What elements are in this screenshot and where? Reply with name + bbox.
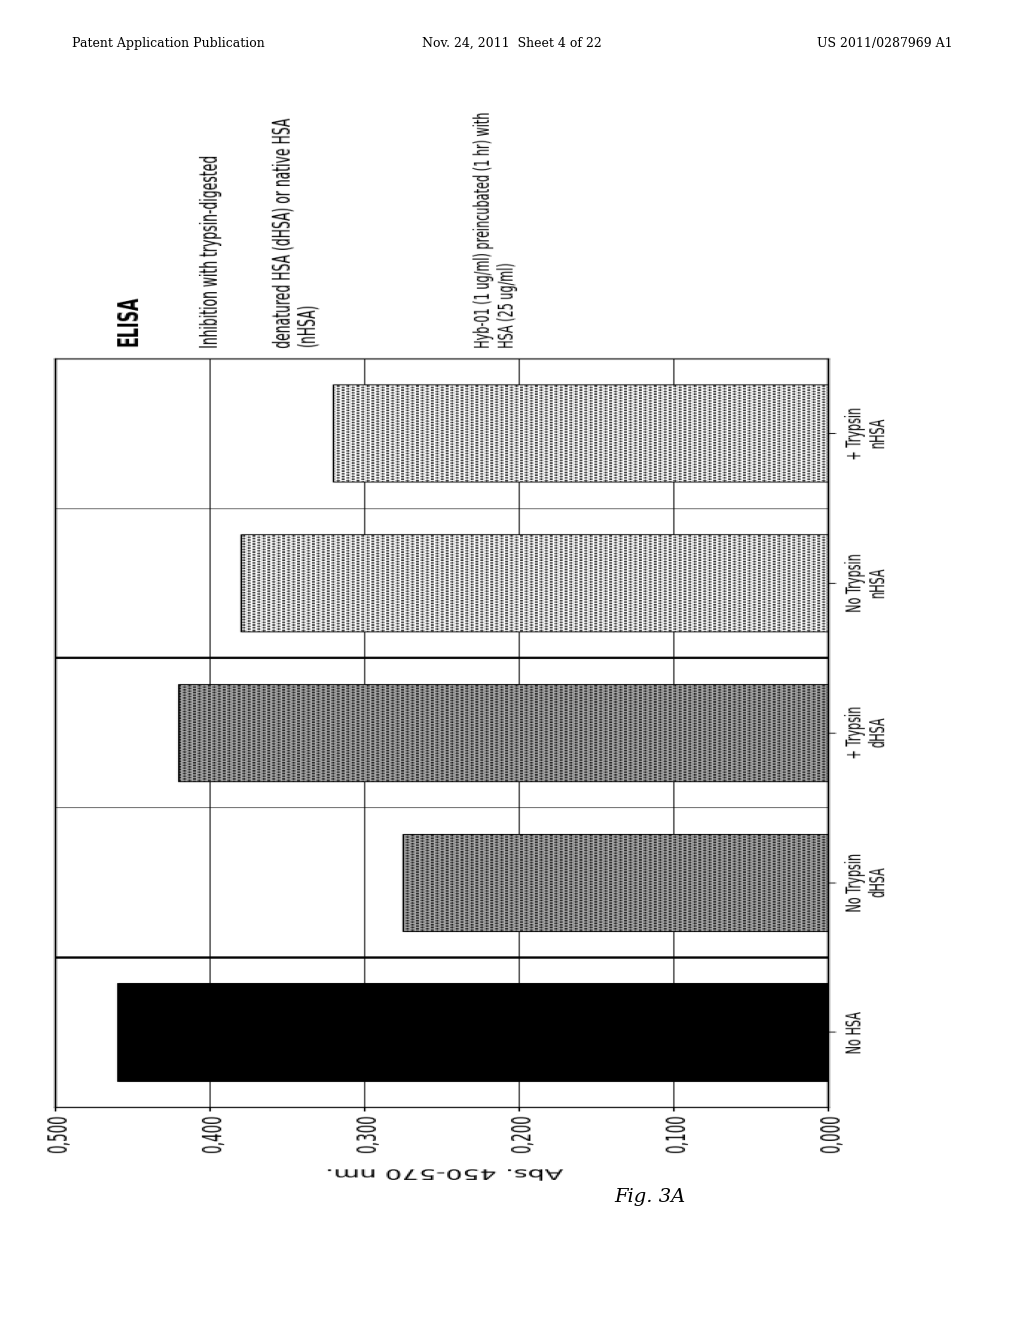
Text: Patent Application Publication: Patent Application Publication <box>72 37 264 50</box>
Text: US 2011/0287969 A1: US 2011/0287969 A1 <box>817 37 952 50</box>
Text: Nov. 24, 2011  Sheet 4 of 22: Nov. 24, 2011 Sheet 4 of 22 <box>422 37 602 50</box>
Text: Fig. 3A: Fig. 3A <box>614 1188 686 1206</box>
